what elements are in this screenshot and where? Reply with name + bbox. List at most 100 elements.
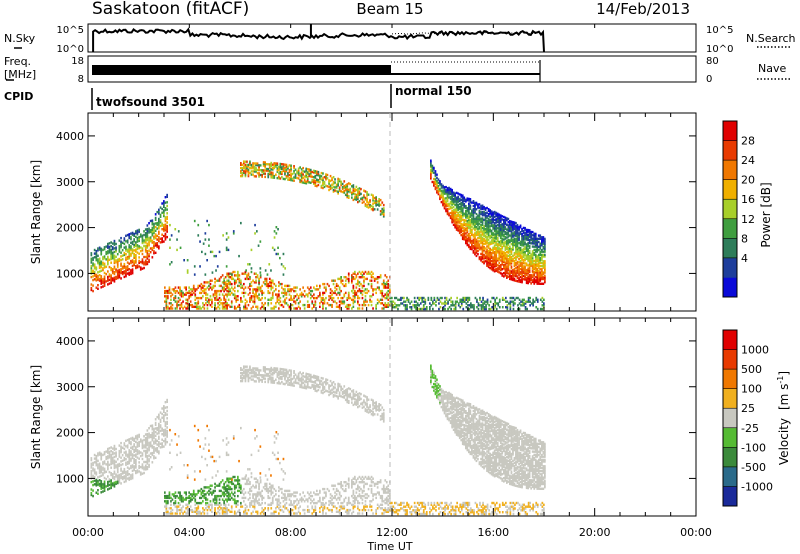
power-cell (541, 248, 543, 252)
power-cell (250, 270, 253, 274)
power-cell (102, 263, 104, 266)
power-cell (524, 228, 526, 231)
power-cell (300, 291, 303, 295)
power-cell (250, 298, 253, 301)
velocity-cell (118, 453, 121, 456)
power-cell (533, 259, 536, 263)
power-cell (468, 296, 471, 300)
power-cell (539, 260, 542, 263)
power-cell (486, 206, 488, 210)
power-cell (299, 179, 301, 182)
power-cell (489, 215, 491, 218)
power-cell (501, 234, 504, 237)
power-cell (355, 188, 358, 192)
power-cell (322, 180, 324, 183)
power-cell (513, 251, 516, 255)
velocity-cell (92, 494, 94, 498)
velocity-cell (116, 476, 119, 479)
power-cell (490, 266, 493, 269)
power-cell (531, 266, 534, 269)
power-cell (483, 210, 485, 214)
power-cell (463, 300, 466, 303)
power-cell (478, 230, 481, 233)
power-cell (469, 236, 472, 239)
power-cell (507, 265, 510, 269)
power-cell (533, 245, 536, 248)
power-cell (166, 230, 168, 233)
power-cell (144, 263, 147, 266)
power-cell (278, 293, 280, 296)
power-cell (338, 186, 341, 189)
power-cell (510, 259, 513, 262)
power-cell (319, 181, 321, 184)
velocity-cell (141, 452, 144, 455)
power-cell (218, 300, 221, 303)
power-cell (430, 161, 432, 164)
power-cell (510, 230, 513, 233)
power-cell (490, 248, 493, 252)
power-cell (209, 303, 212, 307)
power-cell (487, 228, 490, 232)
power-cell (493, 255, 496, 259)
power-cell (466, 213, 469, 216)
velocity-cell (118, 462, 121, 466)
power-cell (244, 272, 247, 275)
power-cell (455, 199, 458, 203)
power-cell (264, 277, 266, 281)
velocity-cell (92, 483, 94, 487)
power-cell (513, 239, 516, 242)
power-cell (171, 303, 174, 307)
power-cell (317, 288, 320, 291)
velocity-cell (158, 428, 160, 431)
velocity-cell (176, 512, 178, 515)
power-cell (375, 202, 377, 205)
power-cell (475, 201, 478, 205)
power-cell (513, 234, 516, 237)
power-cell (255, 175, 257, 178)
power-cell (537, 280, 540, 284)
velocity-cell (161, 412, 163, 416)
power-cell (246, 274, 248, 277)
power-cell (474, 220, 476, 224)
power-cell (370, 295, 373, 298)
power-cell (244, 286, 247, 289)
velocity-cell (144, 440, 147, 444)
power-cell (507, 248, 510, 251)
power-cell (113, 258, 116, 261)
power-cell (542, 245, 545, 249)
power-cell (93, 270, 96, 274)
power-cell (470, 304, 472, 307)
velocity-cell (100, 465, 103, 468)
power-cell (93, 267, 96, 270)
power-cell (521, 281, 523, 284)
power-cell (524, 302, 527, 305)
power-cell (95, 257, 98, 260)
power-cell (282, 177, 285, 181)
power-cell (439, 180, 441, 183)
power-cell (376, 281, 379, 284)
power-cell (141, 260, 144, 263)
power-cell (397, 307, 399, 311)
power-cell (498, 300, 501, 303)
power-cell (506, 218, 508, 222)
velocity-cell (98, 469, 101, 473)
velocity-cell (158, 441, 160, 444)
power-cell (509, 306, 512, 309)
power-cell (501, 274, 504, 277)
power-cell (153, 222, 155, 226)
power-cell (354, 300, 356, 303)
power-cell (194, 289, 197, 293)
power-cell (335, 186, 338, 190)
velocity-cell (197, 510, 200, 513)
power-cell (513, 271, 516, 274)
power-cell (121, 249, 124, 252)
power-cell (512, 221, 514, 224)
power-cell (244, 173, 247, 176)
power-cell (326, 177, 329, 180)
velocity-cell (90, 480, 93, 484)
power-cell (504, 226, 507, 229)
power-cell (499, 249, 502, 252)
power-cell (481, 227, 484, 230)
power-cell (466, 231, 469, 234)
power-cell (492, 264, 494, 267)
